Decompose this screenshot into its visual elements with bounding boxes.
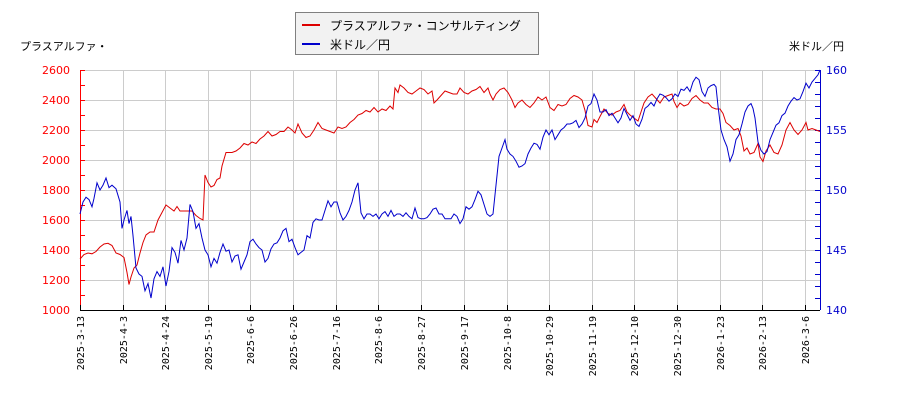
x-tick-label: 2025-5-19 bbox=[204, 316, 215, 370]
right-tick-label: 150 bbox=[826, 184, 847, 197]
right-tick-label: 155 bbox=[826, 124, 847, 137]
right-tick-label: 145 bbox=[826, 244, 847, 257]
right-axis-title: 米ドル／円 bbox=[789, 40, 844, 53]
x-tick-label: 2026-1-23 bbox=[716, 316, 727, 370]
grid-lines bbox=[80, 70, 820, 311]
left-tick-label: 1200 bbox=[42, 274, 70, 287]
x-tick-label: 2025-8-6 bbox=[374, 316, 385, 364]
x-tick-label: 2025-10-8 bbox=[503, 316, 514, 370]
left-tick-label: 2000 bbox=[42, 154, 70, 167]
left-tick-label: 1600 bbox=[42, 214, 70, 227]
left-tick-label: 2400 bbox=[42, 94, 70, 107]
x-tick-label: 2025-12-30 bbox=[673, 316, 684, 376]
left-tick-label: 2200 bbox=[42, 124, 70, 137]
legend-label: プラスアルファ・コンサルティング bbox=[330, 18, 521, 33]
x-tick-label: 2025-3-13 bbox=[76, 316, 87, 370]
legend-item-plusalpha: プラスアルファ・コンサルティング bbox=[302, 16, 521, 34]
legend-item-usdjpy: 米ドル／円 bbox=[302, 35, 390, 53]
x-tick-label: 2025-6-6 bbox=[246, 316, 257, 364]
left-axis-title: プラスアルファ・ bbox=[20, 40, 108, 53]
x-tick-label: 2025-8-27 bbox=[417, 316, 428, 370]
x-axis: 2025-3-13 2025-4-3 2025-4-24 2025-5-19 2025-… bbox=[76, 305, 820, 376]
right-y-axis: 140 145 150 155 160 bbox=[815, 64, 847, 317]
series-line-plusalpha bbox=[79, 84, 821, 285]
series-line-usdjpy bbox=[79, 69, 821, 299]
left-tick-label: 1800 bbox=[42, 184, 70, 197]
legend-swatch-blue bbox=[302, 43, 320, 45]
chart-legend: プラスアルファ・コンサルティング 米ドル／円 bbox=[295, 12, 539, 55]
x-tick-label: 2025-9-17 bbox=[460, 316, 471, 370]
x-tick-label: 2025-12-10 bbox=[630, 316, 641, 376]
x-tick-label: 2025-4-24 bbox=[161, 316, 172, 370]
x-tick-label: 2025-6-26 bbox=[289, 316, 300, 370]
x-tick-label: 2025-10-29 bbox=[545, 316, 556, 376]
left-tick-label: 1400 bbox=[42, 244, 70, 257]
left-y-axis: 1000 1200 1400 1600 1800 2000 2200 2400 2600 bbox=[42, 64, 85, 317]
left-tick-label: 1000 bbox=[42, 304, 70, 317]
left-tick-label: 2600 bbox=[42, 64, 70, 77]
x-tick-label: 2025-11-19 bbox=[588, 316, 599, 376]
x-tick-label: 2025-4-3 bbox=[119, 316, 130, 364]
legend-label: 米ドル／円 bbox=[330, 37, 391, 52]
x-tick-label: 2025-7-16 bbox=[332, 316, 343, 370]
x-tick-label: 2026-3-6 bbox=[801, 316, 812, 364]
right-tick-label: 160 bbox=[826, 64, 847, 77]
legend-swatch-red bbox=[302, 24, 320, 26]
right-tick-label: 140 bbox=[826, 304, 847, 317]
x-tick-label: 2026-2-13 bbox=[758, 316, 769, 370]
